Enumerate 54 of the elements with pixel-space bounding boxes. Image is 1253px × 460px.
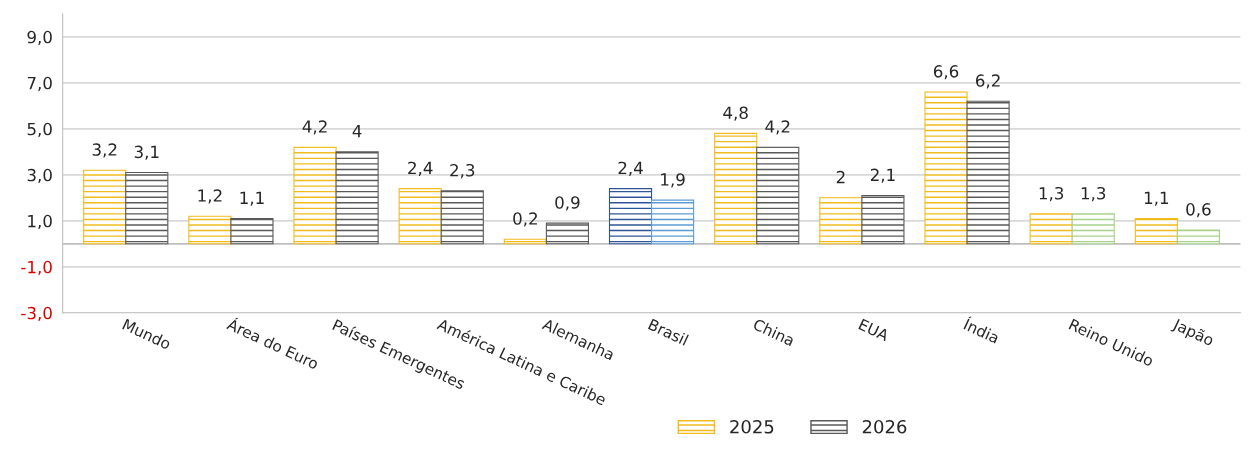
data-label: 0,6 [1186, 203, 1211, 218]
legend-label: 2026 [862, 419, 907, 434]
bar [83, 169, 127, 245]
data-label: 2 [836, 170, 845, 184]
x-tick-label: EUA [858, 318, 890, 342]
y-tick-label: 7,0 [27, 76, 52, 92]
bar [608, 188, 653, 245]
data-label: 4,8 [723, 106, 748, 121]
bar [398, 188, 442, 245]
data-label: 3,2 [92, 143, 117, 158]
data-label: 1,1 [240, 191, 264, 206]
bar [1029, 213, 1073, 245]
data-label: 2,4 [618, 161, 643, 176]
bar [293, 146, 337, 245]
x-tick-label: Área do Euro [226, 315, 321, 370]
data-label: 1,2 [198, 189, 222, 204]
data-label: 3,1 [134, 145, 159, 160]
y-tick-label: -3,0 [21, 306, 52, 322]
bar [714, 132, 758, 245]
data-label: 0,9 [555, 196, 580, 211]
bar [1176, 229, 1220, 245]
bar [756, 146, 800, 245]
data-label: 0,2 [513, 212, 537, 227]
data-label: 6,2 [975, 74, 1000, 89]
bar [230, 217, 274, 245]
legend-label: 2025 [730, 419, 774, 434]
data-label: 1,3 [1039, 186, 1064, 202]
data-label: 1,3 [1081, 186, 1106, 202]
bar [861, 194, 905, 245]
bar [1071, 213, 1115, 245]
data-label: 4,2 [765, 120, 790, 135]
bar [125, 171, 169, 245]
y-tick-label: 1,0 [28, 214, 52, 230]
y-tick-label: -1,0 [21, 260, 52, 276]
bar [545, 222, 590, 245]
bar [335, 151, 379, 245]
bar [440, 190, 484, 245]
y-tick-label: 3,0 [27, 168, 52, 184]
bar [651, 199, 695, 245]
data-label: 6,6 [933, 65, 959, 80]
data-label: 1,9 [661, 173, 685, 188]
data-label: 2,1 [870, 168, 895, 183]
data-label: 2,3 [450, 163, 475, 179]
data-label: 4 [352, 125, 362, 138]
bar [188, 215, 232, 245]
data-label: 4,2 [302, 120, 327, 135]
bar [924, 91, 968, 245]
y-tick-label: 5,0 [27, 122, 52, 138]
y-tick-label: 9,0 [27, 30, 52, 46]
data-label: 1,1 [1144, 191, 1169, 206]
bar [819, 197, 863, 245]
bar [966, 100, 1010, 245]
bar [1134, 217, 1178, 245]
data-label: 2,4 [408, 161, 433, 176]
